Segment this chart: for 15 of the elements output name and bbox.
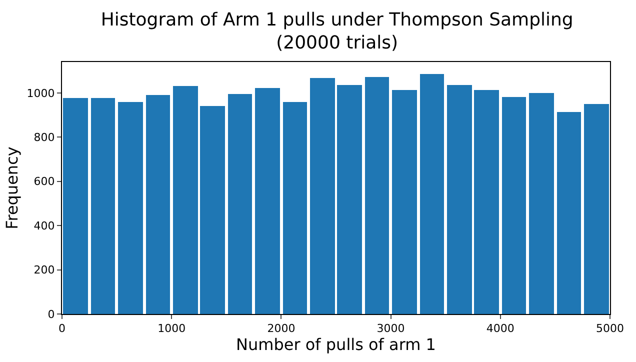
x-tick-label: 5000: [596, 322, 624, 336]
y-tick-label: 1000: [26, 86, 55, 100]
y-tick-label: 400: [34, 219, 55, 232]
y-tick-label: 200: [34, 264, 55, 277]
y-axis-title: Frequency: [2, 146, 22, 230]
y-tick-label: 600: [34, 175, 55, 188]
x-tick-label: 3000: [376, 322, 405, 336]
y-tick-label: 800: [34, 131, 55, 144]
x-tick-label: 1000: [158, 322, 186, 336]
x-tick-label: 2000: [267, 322, 296, 336]
x-axis-title: Number of pulls of arm 1: [236, 335, 436, 354]
x-tick-label: 0: [58, 322, 66, 336]
x-tick-label: 4000: [486, 322, 514, 336]
chart-title: Histogram of Arm 1 pulls under Thompson Sampling (20000 trials): [100, 9, 574, 54]
y-tick-label: 0: [48, 308, 55, 321]
